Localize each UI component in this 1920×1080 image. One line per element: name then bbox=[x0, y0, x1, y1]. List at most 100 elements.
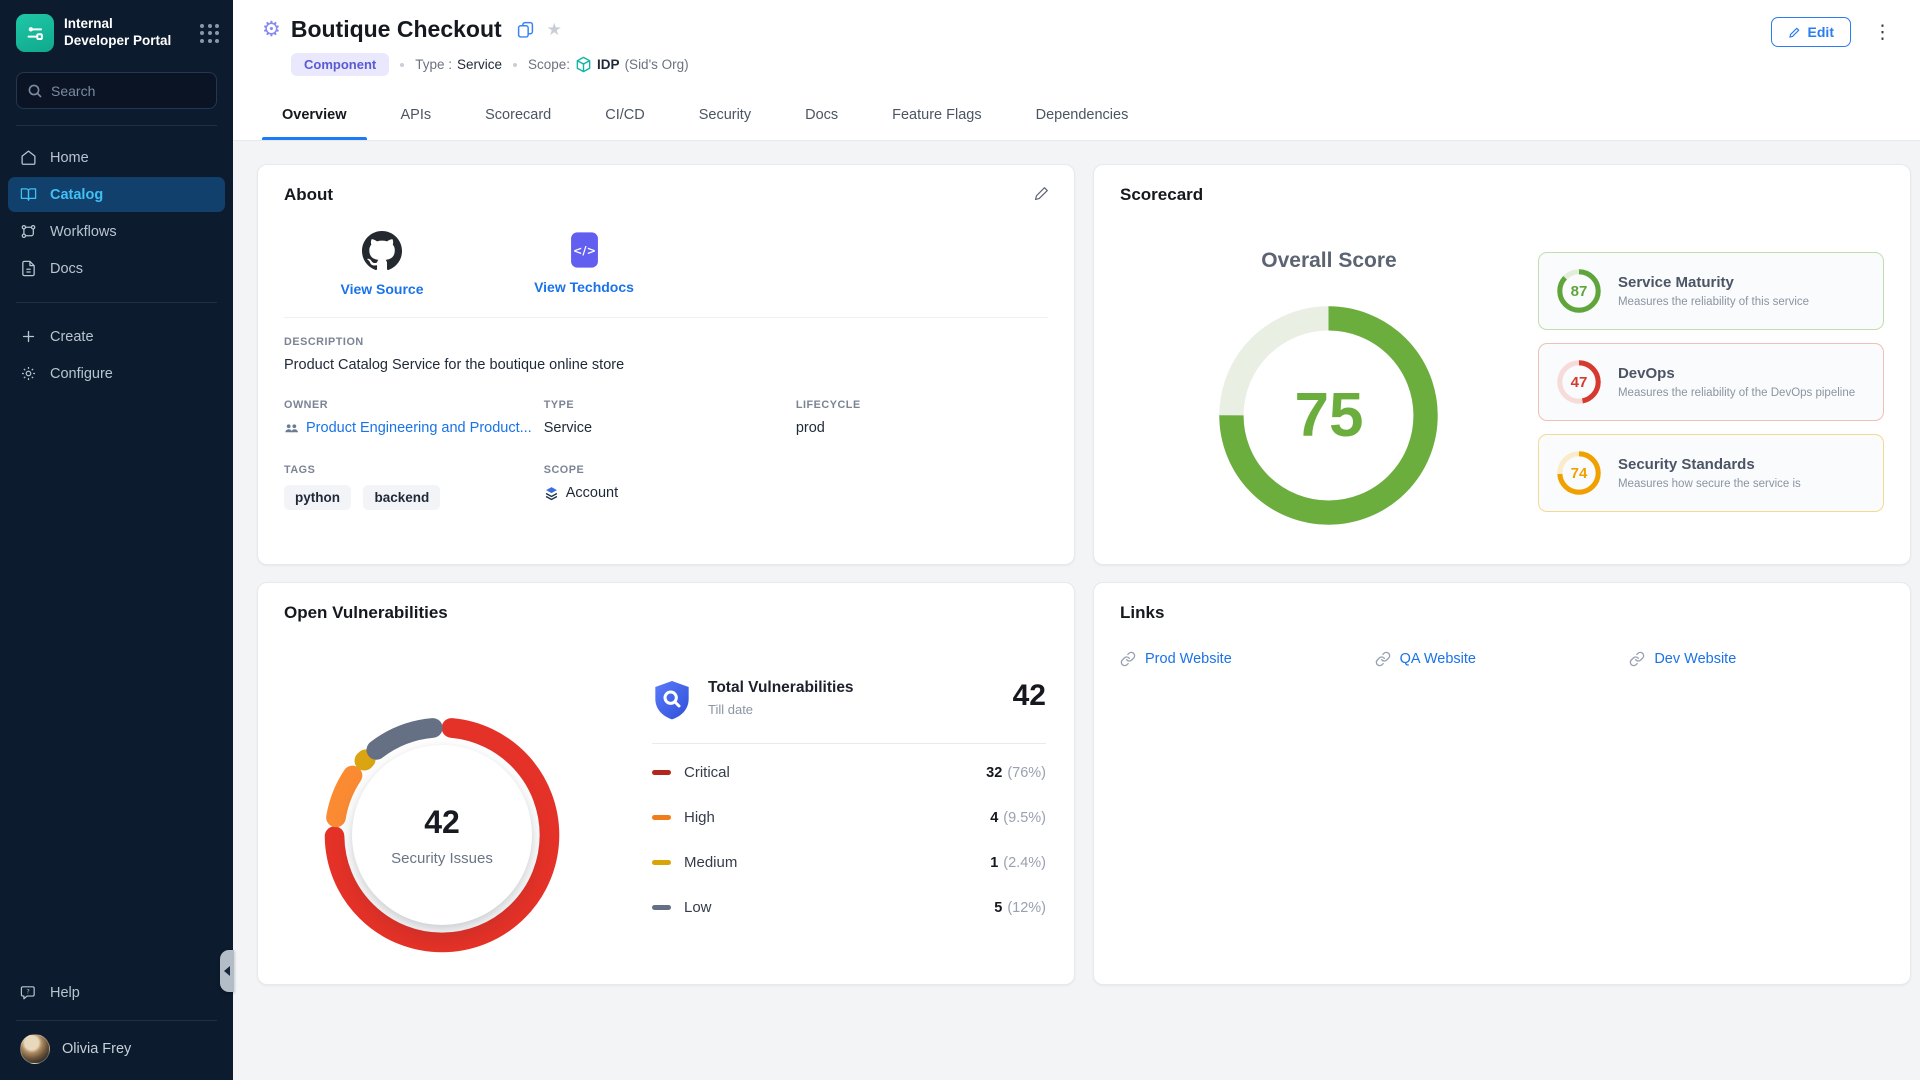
divider bbox=[16, 125, 217, 126]
sidebar-bottom: ? Help Olivia Frey bbox=[0, 973, 233, 1080]
scope-block: SCOPE Account bbox=[543, 464, 619, 501]
gear-icon bbox=[21, 366, 36, 381]
tag-chip[interactable]: python bbox=[284, 485, 351, 510]
scorecard-tile-service-maturity[interactable]: 87 Service Maturity Measures the reliabi… bbox=[1537, 252, 1884, 330]
scorecard-title: Scorecard bbox=[1120, 185, 1204, 204]
edit-about-icon[interactable] bbox=[1033, 185, 1050, 207]
sidebar-item-workflows[interactable]: Workflows bbox=[8, 214, 225, 249]
divider bbox=[16, 1020, 217, 1021]
sidebar-item-label: Home bbox=[50, 149, 89, 166]
plus-icon bbox=[22, 330, 35, 343]
sidebar-item-label: Docs bbox=[50, 260, 84, 277]
link-icon bbox=[1120, 651, 1136, 667]
overall-score-block: Overall Score 75 bbox=[1120, 249, 1538, 532]
home-icon bbox=[21, 150, 36, 165]
type-block: TYPE Service bbox=[543, 399, 593, 436]
vulnerabilities-donut-center: 42 Security Issues bbox=[352, 745, 532, 925]
view-techdocs-link[interactable]: </> View Techdocs bbox=[526, 231, 642, 297]
divider bbox=[16, 302, 217, 303]
sidebar-item-home[interactable]: Home bbox=[8, 140, 225, 175]
sidebar-item-label: Configure bbox=[50, 365, 113, 382]
entity-gear-icon: ⚙ bbox=[262, 18, 281, 41]
security-issues-count: 42 bbox=[424, 803, 460, 840]
about-title: About bbox=[284, 185, 334, 204]
sidebar-item-catalog[interactable]: Catalog bbox=[8, 177, 225, 212]
github-icon bbox=[362, 231, 402, 271]
severity-row-critical: Critical 32 (76%) bbox=[652, 750, 1046, 795]
vulnerabilities-donut: 42 Security Issues bbox=[318, 711, 566, 959]
tags-block: TAGS python backend bbox=[284, 464, 544, 510]
account-icon bbox=[545, 486, 557, 500]
entity-meta: Component Type : Service Scope: IDP (Sid… bbox=[291, 53, 1896, 76]
link-prod-website[interactable]: Prod Website bbox=[1120, 651, 1375, 667]
edit-button[interactable]: Edit bbox=[1770, 17, 1851, 47]
scorecard-card: Scorecard Overall Score 75 bbox=[1093, 164, 1911, 565]
link-icon bbox=[1375, 651, 1390, 667]
scorecard-tile-security-standards[interactable]: 74 Security Standards Measures how secur… bbox=[1537, 434, 1884, 512]
overall-score-label: Overall Score bbox=[1261, 249, 1397, 272]
dot-separator bbox=[513, 62, 518, 67]
score-ring: 74 bbox=[1555, 449, 1603, 497]
link-icon bbox=[1630, 651, 1645, 667]
sidebar-actions: Create Configure bbox=[0, 317, 233, 393]
description-value: Product Catalog Service for the boutique… bbox=[284, 357, 625, 373]
kebab-menu-icon[interactable]: ⋮ bbox=[1873, 21, 1892, 43]
sidebar-item-configure[interactable]: Configure bbox=[8, 356, 225, 391]
link-dev-website[interactable]: Dev Website bbox=[1629, 651, 1884, 667]
user-name: Olivia Frey bbox=[62, 1041, 132, 1057]
sidebar-item-create[interactable]: Create bbox=[8, 319, 225, 354]
tab-cicd[interactable]: CI/CD bbox=[605, 106, 645, 123]
lifecycle-block: LIFECYCLE prod bbox=[795, 399, 861, 436]
tag-chip[interactable]: backend bbox=[363, 485, 441, 510]
sidebar-collapse-handle[interactable] bbox=[220, 950, 234, 992]
apps-grid-icon[interactable] bbox=[200, 23, 219, 43]
medium-dash-icon bbox=[652, 860, 671, 865]
tab-apis[interactable]: APIs bbox=[400, 106, 432, 123]
sidebar-item-label: Workflows bbox=[50, 223, 117, 240]
total-vulnerabilities-label: Total Vulnerabilities bbox=[708, 679, 854, 696]
scorecard-tile-devops[interactable]: 47 DevOps Measures the reliability of th… bbox=[1537, 343, 1884, 421]
total-vulnerabilities-value: 42 bbox=[1012, 679, 1046, 712]
till-date-label: Till date bbox=[708, 702, 754, 717]
divider bbox=[652, 743, 1046, 744]
tab-dependencies[interactable]: Dependencies bbox=[1035, 106, 1129, 123]
overall-score-donut: 75 bbox=[1212, 299, 1445, 532]
sidebar: Internal Developer Portal Home Catalog bbox=[0, 0, 233, 1080]
sidebar-item-help[interactable]: ? Help bbox=[8, 975, 225, 1010]
copy-icon[interactable] bbox=[517, 21, 534, 38]
view-source-link[interactable]: View Source bbox=[324, 231, 440, 297]
techdocs-icon: </> bbox=[570, 232, 598, 268]
score-ring: 87 bbox=[1555, 267, 1603, 315]
main: ⚙ Boutique Checkout ★ Component Type : S… bbox=[233, 0, 1920, 1080]
tab-scorecard[interactable]: Scorecard bbox=[485, 106, 552, 123]
page-header: ⚙ Boutique Checkout ★ Component Type : S… bbox=[233, 0, 1920, 89]
description-label: DESCRIPTION bbox=[284, 336, 364, 348]
sidebar-item-docs[interactable]: Docs bbox=[8, 251, 225, 286]
user-menu[interactable]: Olivia Frey bbox=[0, 1021, 233, 1080]
star-icon[interactable]: ★ bbox=[546, 20, 562, 39]
high-dash-icon bbox=[652, 815, 671, 820]
link-qa-website[interactable]: QA Website bbox=[1375, 651, 1630, 667]
low-dash-icon bbox=[652, 905, 671, 910]
tab-security[interactable]: Security bbox=[698, 106, 752, 123]
sidebar-search bbox=[16, 72, 217, 109]
divider bbox=[284, 317, 1048, 318]
brand-name: Internal Developer Portal bbox=[64, 16, 172, 48]
kind-badge[interactable]: Component bbox=[291, 53, 390, 76]
tab-feature-flags[interactable]: Feature Flags bbox=[892, 106, 982, 123]
search-input[interactable] bbox=[16, 72, 217, 109]
tab-overview[interactable]: Overview bbox=[255, 89, 374, 140]
severity-row-medium: Medium 1 (2.4%) bbox=[652, 840, 1046, 885]
type-label: Type : bbox=[415, 57, 452, 72]
owner-link[interactable]: Product Engineering and Product... bbox=[284, 420, 544, 436]
scope-value: IDP bbox=[597, 57, 620, 72]
help-label: Help bbox=[50, 984, 80, 1001]
owner-block: OWNER Product Engineering and Product... bbox=[284, 399, 544, 436]
content: About View Source </> bbox=[233, 141, 1920, 1080]
brand-logo-icon bbox=[16, 14, 54, 52]
document-icon bbox=[22, 260, 35, 277]
workflows-icon bbox=[21, 224, 36, 239]
sidebar-item-label: Catalog bbox=[50, 186, 104, 203]
tab-docs[interactable]: Docs bbox=[805, 106, 839, 123]
view-techdocs-label: View Techdocs bbox=[534, 279, 634, 295]
